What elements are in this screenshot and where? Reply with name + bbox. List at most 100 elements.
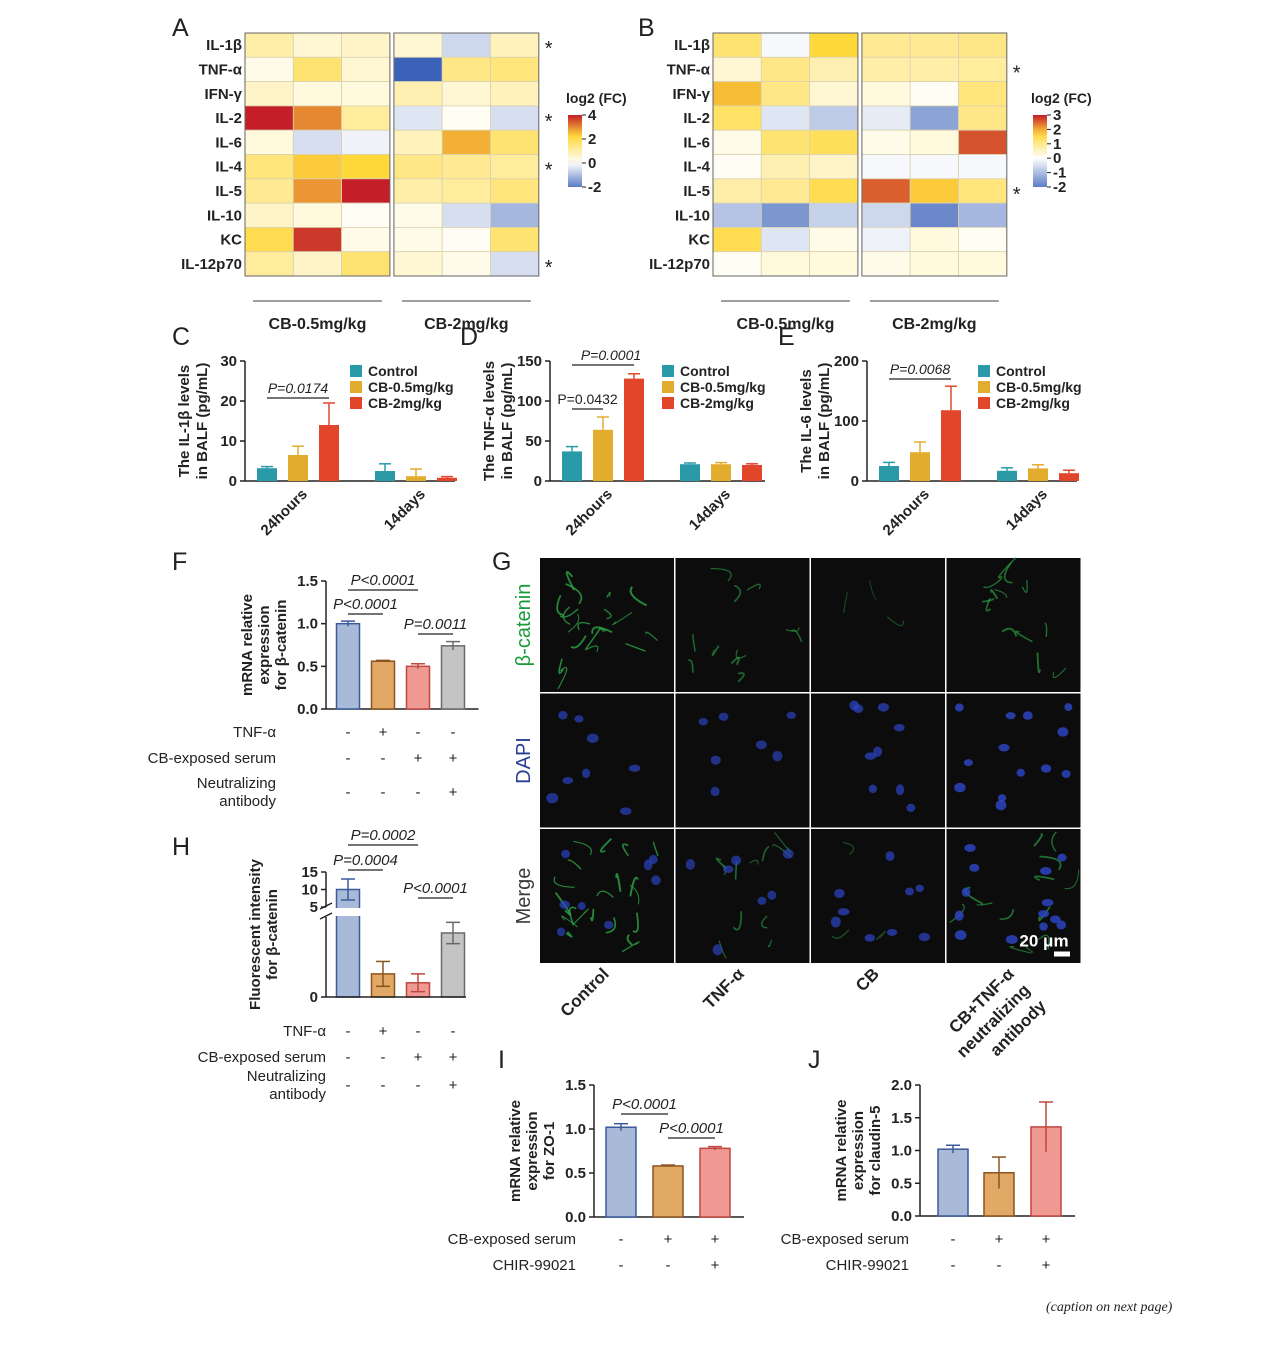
legend-swatch (662, 381, 674, 393)
beta-catenin-signal (733, 584, 742, 603)
significance-asterisk: * (545, 257, 553, 279)
micrograph-row-label: Merge (513, 868, 535, 925)
heatmap-cell (490, 202, 540, 228)
beta-catenin-signal (565, 583, 583, 605)
beta-catenin-signal (1003, 562, 1013, 584)
heatmap-cell (958, 226, 1008, 253)
beta-catenin-signal (949, 903, 965, 924)
heatmap-cell (490, 105, 540, 131)
heatmap-cell (441, 32, 491, 58)
heatmap-cell (861, 105, 911, 131)
heatmap-cell (292, 32, 342, 58)
p-value: P<0.0001 (612, 1096, 677, 1113)
axis-break (319, 902, 333, 910)
heatmap-cell (712, 32, 762, 58)
beta-catenin-signal (843, 841, 855, 856)
bar (375, 471, 395, 481)
beta-catenin-signal (730, 656, 741, 666)
heatmap-cell (760, 154, 810, 180)
heatmap-cell (861, 129, 911, 155)
heatmap-cell (909, 226, 959, 253)
dapi-nucleus (830, 916, 841, 928)
dapi-nucleus (698, 717, 708, 726)
heatmap-cell (958, 154, 1008, 180)
heatmap-row-label: IL-5 (215, 183, 242, 200)
p-value: P=0.0002 (351, 827, 416, 844)
y-tick-label: 200 (834, 353, 859, 370)
dapi-nucleus (648, 854, 658, 864)
bar (335, 622, 361, 710)
dapi-nucleus (1040, 764, 1052, 773)
beta-catenin-signal (622, 843, 630, 857)
heatmap-cell (909, 105, 959, 131)
heatmap-row-label: IL-12p70 (649, 256, 710, 273)
condition-sign: - (997, 1257, 1002, 1274)
heatmap-cell (861, 56, 911, 82)
heatmap-cell (760, 251, 810, 277)
dapi-nucleus (1040, 867, 1052, 875)
condition-sign: - (346, 784, 351, 801)
legend-label: CB-2mg/kg (996, 395, 1070, 411)
heatmap-row-label: IL-2 (215, 110, 242, 127)
heatmap-cell (712, 56, 762, 82)
legend-tick-label: 2 (588, 131, 596, 148)
dapi-nucleus (718, 712, 729, 721)
beta-catenin-signal (556, 594, 565, 616)
heatmap-cell (909, 178, 959, 204)
legend-label: CB-2mg/kg (368, 395, 442, 411)
beta-catenin-signal (767, 939, 773, 948)
heatmap-cell (441, 226, 491, 253)
beta-catenin-signal (982, 597, 995, 603)
x-tick-label: 14days (1003, 486, 1051, 534)
beta-catenin-signal (1036, 652, 1041, 674)
break-gap (335, 908, 361, 916)
micrograph-tile (811, 558, 945, 692)
beta-catenin-signal (629, 586, 648, 607)
micrograph-tile (540, 829, 674, 963)
legend-tick-label: -2 (1053, 179, 1066, 196)
condition-sign: - (666, 1257, 671, 1274)
beta-catenin-signal (886, 616, 904, 627)
beta-catenin-signal (626, 934, 633, 946)
dapi-nucleus (893, 723, 905, 732)
heatmap-row-label: IL-6 (683, 134, 710, 151)
heatmap-row-label: KC (688, 232, 710, 249)
legend-tick-label: 0 (1053, 150, 1061, 167)
bar (562, 451, 582, 481)
bar (937, 1148, 969, 1217)
y-axis-label: mRNA relative (239, 594, 256, 696)
condition-label: CB-exposed serum (198, 1049, 326, 1066)
p-value: P=0.0432 (557, 391, 618, 407)
beta-catenin-signal (791, 629, 803, 643)
panel-letter-A: A (172, 14, 189, 42)
y-tick-label: 5 (310, 899, 318, 916)
beta-catenin-signal (715, 857, 728, 870)
y-tick-label: 0 (851, 473, 859, 490)
bar (405, 665, 431, 710)
heatmap-row-label: IL-6 (215, 134, 242, 151)
condition-label: CHIR-99021 (493, 1257, 576, 1274)
heatmap-cell (909, 251, 959, 277)
heatmap-cell (958, 129, 1008, 155)
y-tick-label: 15 (301, 864, 318, 881)
condition-sign: - (951, 1257, 956, 1274)
condition-sign: + (449, 784, 458, 801)
dapi-nucleus (1038, 909, 1050, 918)
heatmap-cell (393, 154, 443, 180)
condition-sign: - (346, 1023, 351, 1040)
heatmap-border (244, 32, 391, 277)
scale-bar-label: 20 μm (1019, 932, 1068, 951)
dapi-nucleus (998, 743, 1010, 752)
p-value: P<0.0001 (351, 572, 416, 589)
heatmap-cell (760, 56, 810, 82)
bar (742, 465, 762, 481)
heatmap-cell (809, 202, 859, 228)
legend-title: log2 (FC) (566, 90, 627, 106)
beta-catenin-signal (692, 634, 696, 652)
heatmap-cell (393, 251, 443, 277)
bar (879, 466, 899, 481)
condition-sign: - (451, 724, 456, 741)
panel-letter-D: D (460, 323, 478, 351)
dapi-nucleus (556, 927, 566, 937)
legend-swatch (978, 365, 990, 377)
